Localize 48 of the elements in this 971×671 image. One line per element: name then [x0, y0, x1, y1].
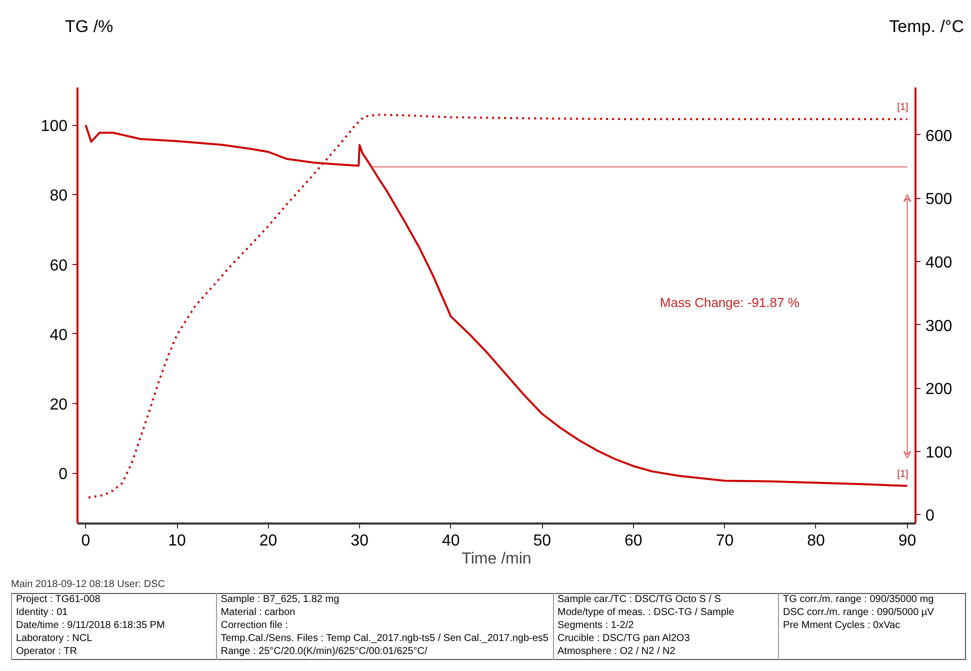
y2-tick-label: 200 [926, 381, 952, 398]
text: Atmosphere : O2 / N2 / N2 [558, 646, 676, 659]
y2-tick-label: 600 [926, 128, 952, 145]
text: Correction file : [220, 620, 289, 633]
text: Segments : 1-2/2 [558, 620, 635, 633]
text: Material : carbon [220, 607, 296, 620]
y-tick-label: 60 [50, 257, 68, 274]
x-tick-label: 20 [259, 532, 278, 550]
x-tick-label: 40 [442, 532, 460, 550]
text: Sample : B7_625, 1.82 mg [220, 594, 340, 607]
annotation: Mass Change: -91.87 % [660, 294, 800, 310]
text: Project : TG61-008 [16, 594, 102, 607]
annotation: [1] [897, 469, 908, 480]
y-tick-label: 100 [40, 118, 68, 136]
text: DSC corr./m. range : 090/5000 µV [783, 607, 935, 620]
y2-tick-label: 100 [926, 444, 952, 462]
y2-tick-label: 500 [926, 191, 952, 208]
text: Date/time : 9/11/2018 6:18:35 PM [16, 620, 166, 633]
text: TG corr./m. range : 090/35000 mg [783, 594, 935, 607]
x-axis-title: Time /min [462, 550, 532, 568]
y-tick-label: 20 [50, 396, 68, 414]
text: Laboratory : NCL [16, 633, 94, 646]
x-tick-label: 60 [624, 532, 642, 550]
x-tick-label: 70 [716, 532, 734, 550]
x-tick-label: 10 [168, 532, 186, 550]
text: Main 2018-09-12 08:18 User: DSC [11, 579, 166, 590]
y2-tick-label: 400 [926, 254, 952, 272]
text: Temp.Cal./Sens. Files : Temp Cal._2017.ngb-ts5 / Sen Cal._2017.ngb-es5 [220, 633, 548, 646]
x-tick-label: 0 [81, 532, 90, 550]
y-tick-label: 0 [58, 466, 68, 484]
text: Mode/type of meas. : DSC-TG / Sample [558, 607, 736, 620]
text: Sample car./TC : DSC/TG Octo S / S [558, 594, 722, 607]
y-tick-label: 80 [50, 188, 68, 205]
y2-axis-title: Temp. /°C [889, 17, 964, 37]
x-tick-label: 80 [807, 532, 825, 550]
text: Crucible : DSC/TG pan Al2O3 [558, 633, 691, 646]
text: Pre Mment Cycles : 0xVac [783, 620, 902, 633]
x-tick-label: 90 [898, 532, 916, 550]
text: Identity : 01 [16, 607, 69, 620]
x-tick-label: 30 [350, 532, 369, 550]
annotation: [1] [897, 102, 908, 114]
x-tick-label: 50 [533, 532, 552, 550]
y2-tick-label: 0 [926, 508, 934, 525]
y2-tick-label: 300 [926, 318, 952, 335]
text: Operator : TR [16, 646, 78, 659]
text: Range : 25°C/20.0(K/min)/625°C/00:01/625°C/ [220, 646, 428, 659]
y-tick-label: 40 [50, 326, 68, 344]
y-axis-title: TG /% [65, 17, 114, 37]
